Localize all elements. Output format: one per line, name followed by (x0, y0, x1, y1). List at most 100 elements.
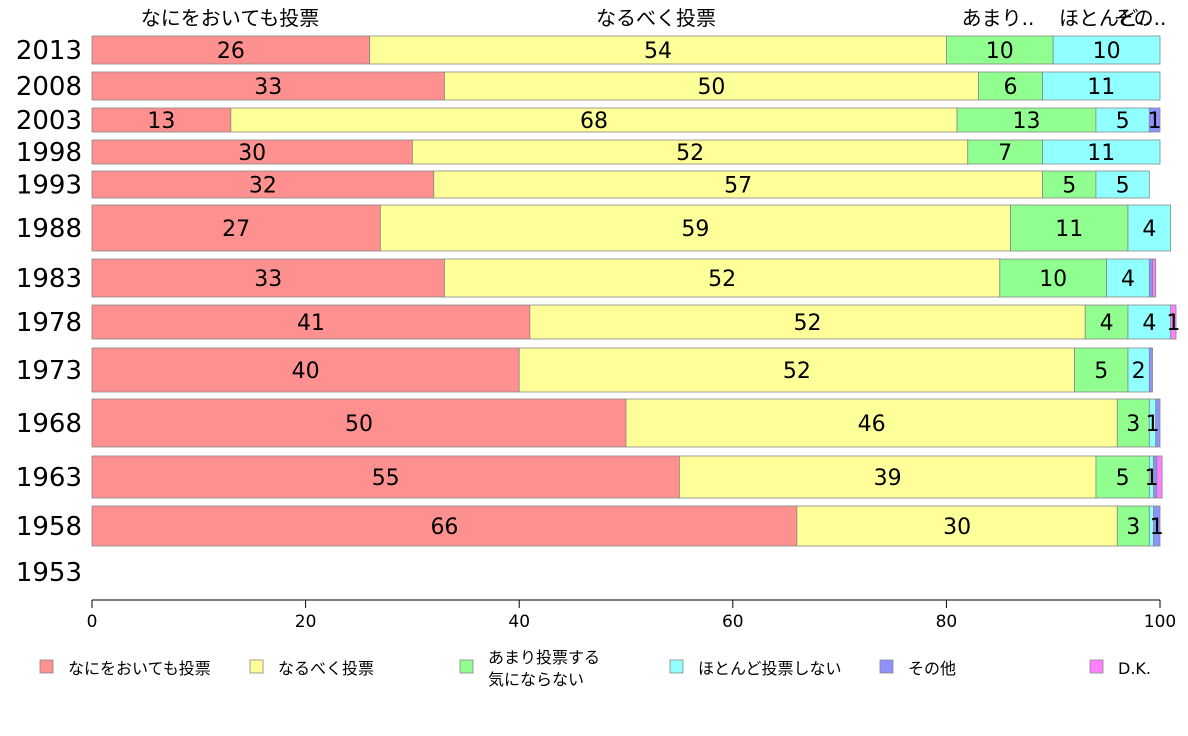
legend-label: なるべく投票 (278, 659, 374, 678)
value-label: 50 (697, 75, 725, 100)
bar-segment (1148, 107, 1161, 133)
bar-segment (91, 107, 232, 133)
value-label: 2 (1132, 359, 1146, 384)
top-labels: なにをおいても投票 なるべく投票 あまり.. ほとんど..その.. (141, 6, 1167, 30)
bar-segment (1127, 204, 1172, 252)
bar-segment (433, 170, 1043, 199)
year-label: 1988 (16, 214, 82, 244)
value-label: 30 (943, 515, 971, 540)
value-label: 5 (1116, 109, 1130, 134)
bar-segment (1106, 258, 1150, 298)
bar-segment (91, 258, 445, 298)
bar-segment (1052, 35, 1161, 65)
bar-segment (946, 35, 1054, 65)
bar-segment (91, 71, 445, 101)
bar-segment (956, 107, 1097, 133)
value-label: 55 (372, 466, 400, 491)
x-tick-label: 100 (1144, 612, 1176, 632)
bar-segment (1074, 347, 1129, 393)
bar-segment (1095, 170, 1150, 199)
value-label: 27 (222, 217, 250, 242)
bar-segment (444, 71, 979, 101)
value-label: 59 (681, 217, 709, 242)
bar-segment (999, 258, 1107, 298)
value-label: 1 (1144, 466, 1158, 491)
top-label: あまり.. (962, 6, 1035, 30)
value-label: 10 (1039, 267, 1067, 292)
value-label: 32 (249, 174, 277, 199)
bar-segment (679, 455, 1097, 499)
bar-segment (91, 505, 798, 547)
value-label: 52 (783, 359, 811, 384)
legend-label: ほとんど投票しない (698, 659, 842, 678)
bar-segment (625, 398, 1118, 448)
legend-label: 気にならない (488, 670, 584, 689)
legend-swatch (669, 659, 684, 674)
year-label: 2013 (16, 36, 82, 66)
year-label: 1998 (16, 138, 82, 168)
value-label: 40 (292, 359, 320, 384)
legend-label: あまり投票する (488, 648, 600, 667)
bar-segment (411, 139, 969, 165)
bar-segment (1155, 398, 1161, 448)
value-label: 50 (345, 412, 373, 437)
top-label: ほとんど.. (1059, 6, 1151, 30)
year-label: 1978 (16, 308, 82, 338)
legend-swatch (879, 659, 894, 674)
bar-segment (1084, 304, 1129, 340)
x-tick-label: 0 (87, 612, 98, 632)
bar-segment (1156, 455, 1163, 499)
bar-segment (444, 258, 1001, 298)
x-tick-label: 60 (722, 612, 744, 632)
top-label: なるべく投票 (596, 6, 716, 30)
year-label: 2008 (16, 72, 82, 102)
year-label: 1968 (16, 409, 82, 439)
top-label: なにをおいても投票 (141, 6, 319, 30)
year-label: 1973 (16, 356, 82, 386)
bar-segment (1095, 107, 1150, 133)
value-label: 4 (1142, 217, 1156, 242)
value-label: 7 (998, 141, 1012, 166)
value-label: 4 (1121, 267, 1135, 292)
value-label: 5 (1116, 466, 1130, 491)
bar-segment (91, 304, 531, 340)
value-label: 10 (1093, 39, 1121, 64)
x-tick-label: 20 (295, 612, 317, 632)
legend-label: なにをおいても投票 (68, 659, 211, 678)
bar-segment (1042, 139, 1161, 165)
bar-segment (91, 398, 627, 448)
value-label: 54 (644, 39, 672, 64)
value-label: 5 (1116, 174, 1130, 199)
legend-swatch (249, 659, 264, 674)
bar-segment (91, 455, 680, 499)
value-label: 1 (1150, 515, 1164, 540)
value-label: 3 (1126, 515, 1140, 540)
bar-segment (1116, 505, 1150, 547)
value-label: 33 (254, 267, 282, 292)
bar-segment (1116, 398, 1150, 448)
value-label: 4 (1142, 311, 1156, 336)
bar-segment (1010, 204, 1129, 252)
bar-segment (796, 505, 1118, 547)
bar-segment (1042, 170, 1097, 199)
value-label: 39 (874, 466, 902, 491)
value-label: 13 (1013, 109, 1041, 134)
year-label: 2003 (16, 106, 82, 136)
bar-segment (1170, 304, 1177, 340)
value-label: 13 (147, 109, 175, 134)
value-label: 1 (1146, 412, 1160, 437)
value-label: 57 (724, 174, 752, 199)
top-label: その.. (1114, 6, 1167, 30)
year-label: 1963 (16, 463, 82, 493)
legend-label: その他 (908, 659, 956, 678)
value-label: 5 (1062, 174, 1076, 199)
bar-segment (91, 170, 435, 199)
bar-segment (1095, 455, 1150, 499)
bar-segment (518, 347, 1075, 393)
year-label: 1958 (16, 512, 82, 542)
bar-segment (1153, 505, 1161, 547)
bar-segment (1042, 71, 1161, 101)
